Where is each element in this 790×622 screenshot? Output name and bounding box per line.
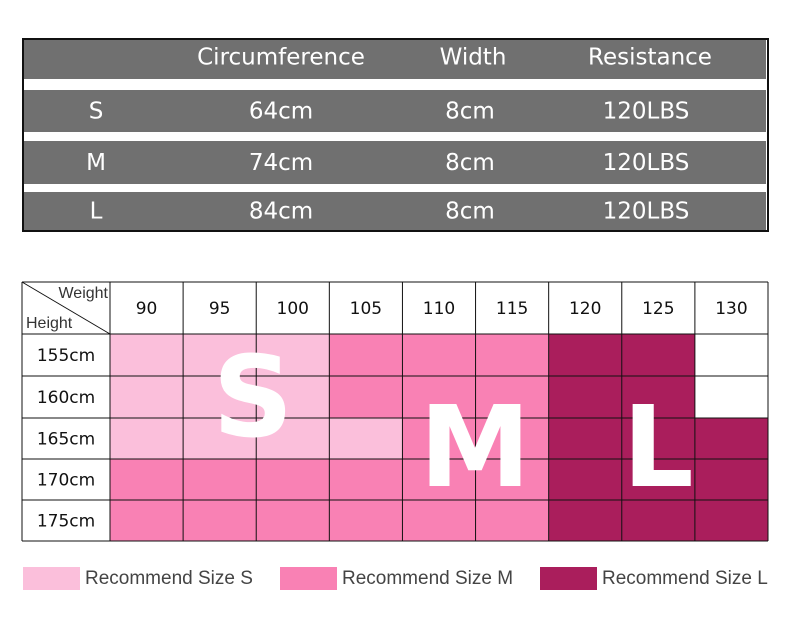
grid-cell — [402, 459, 476, 500]
table-row — [24, 90, 766, 132]
grid-cell — [256, 334, 330, 376]
size-overlay: L — [622, 383, 693, 513]
grid-cell — [475, 418, 549, 459]
legend-swatch — [280, 567, 337, 590]
grid-cell — [183, 459, 257, 500]
height-label: 155cm — [37, 346, 95, 366]
cell-text: 84cm — [249, 199, 313, 225]
header-row — [24, 40, 766, 79]
cell-text: 74cm — [249, 150, 313, 176]
grid-cell — [548, 376, 622, 418]
grid-cell — [548, 500, 622, 541]
column-header: Width — [440, 45, 507, 71]
grid-cell — [402, 376, 476, 418]
weight-label: 130 — [715, 299, 747, 319]
grid-cell — [183, 500, 257, 541]
cell-text: 8cm — [445, 99, 495, 125]
cell-text: 64cm — [249, 99, 313, 125]
grid-cell — [548, 418, 622, 459]
corner-height: Height — [26, 315, 73, 332]
grid-cell — [694, 459, 768, 500]
legend-label: Recommend Size S — [85, 568, 253, 589]
cell-text: 8cm — [445, 150, 495, 176]
size-label: L — [90, 199, 103, 225]
grid-cell — [475, 500, 549, 541]
legend-label: Recommend Size M — [342, 568, 513, 589]
grid-cell — [475, 376, 549, 418]
grid-cell — [110, 500, 184, 541]
grid-cell — [548, 459, 622, 500]
weight-label: 115 — [496, 299, 528, 319]
height-label: 170cm — [37, 471, 95, 491]
size-label: M — [86, 150, 106, 176]
height-label: 160cm — [37, 388, 95, 408]
size-overlay: M — [419, 383, 530, 513]
weight-label: 90 — [136, 299, 158, 319]
grid-cell — [329, 376, 403, 418]
grid-cell — [110, 418, 184, 459]
grid-cell — [621, 500, 695, 541]
weight-label: 100 — [277, 299, 309, 319]
cell-text: 120LBS — [603, 99, 690, 125]
grid-cell — [329, 500, 403, 541]
weight-label: 120 — [569, 299, 601, 319]
grid-cell — [475, 459, 549, 500]
grid-cell — [110, 334, 184, 376]
grid-cell — [621, 418, 695, 459]
weight-label: 125 — [642, 299, 674, 319]
grid-cell — [183, 418, 257, 459]
table-row — [24, 141, 766, 184]
weight-label: 110 — [423, 299, 455, 319]
height-label: 175cm — [37, 512, 95, 532]
cell-text: 120LBS — [603, 199, 690, 225]
grid-cell — [110, 459, 184, 500]
grid-cell — [256, 376, 330, 418]
height-label: 165cm — [37, 430, 95, 450]
grid-cell — [183, 334, 257, 376]
legend-label: Recommend Size L — [602, 568, 768, 589]
grid-cell — [621, 376, 695, 418]
column-header: Resistance — [588, 45, 712, 71]
weight-label: 95 — [209, 299, 231, 319]
corner-weight: Weight — [58, 285, 108, 302]
table-row — [24, 192, 766, 230]
corner-diagonal — [21, 281, 111, 335]
grid-cell — [256, 500, 330, 541]
cell-text: 120LBS — [603, 150, 690, 176]
grid-cell — [329, 418, 403, 459]
grid-cell — [402, 334, 476, 376]
grid-cell — [621, 459, 695, 500]
column-header: Circumference — [197, 45, 365, 71]
legend-swatch — [540, 567, 597, 590]
grid-cell — [694, 418, 768, 459]
weight-label: 105 — [350, 299, 382, 319]
grid-cell — [256, 418, 330, 459]
grid-cell — [256, 459, 330, 500]
grid-cell — [329, 334, 403, 376]
legend-swatch — [23, 567, 80, 590]
grid-cell — [183, 376, 257, 418]
grid-cell — [548, 334, 622, 376]
grid-cell — [475, 334, 549, 376]
grid-cell — [402, 418, 476, 459]
grid-cell — [110, 376, 184, 418]
grid-cell — [621, 334, 695, 376]
size-label: S — [89, 99, 104, 125]
grid-cell — [402, 500, 476, 541]
cell-text: 8cm — [445, 199, 495, 225]
grid-cell — [694, 500, 768, 541]
grid-cell — [329, 459, 403, 500]
size-overlay: S — [213, 333, 294, 463]
